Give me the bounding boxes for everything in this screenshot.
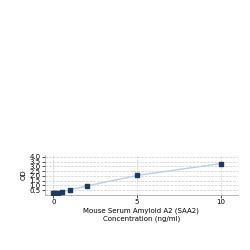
Point xyxy=(135,174,139,178)
X-axis label: Mouse Serum Amyloid A2 (SAA2)
Concentration (ng/ml): Mouse Serum Amyloid A2 (SAA2) Concentrat… xyxy=(83,208,199,222)
Y-axis label: OD: OD xyxy=(21,170,27,180)
Point xyxy=(51,192,55,196)
Point xyxy=(68,188,72,192)
Point xyxy=(85,184,89,188)
Point xyxy=(219,162,223,166)
Point xyxy=(56,190,60,194)
Point xyxy=(52,191,56,195)
Point xyxy=(60,190,64,194)
Point xyxy=(54,191,58,195)
